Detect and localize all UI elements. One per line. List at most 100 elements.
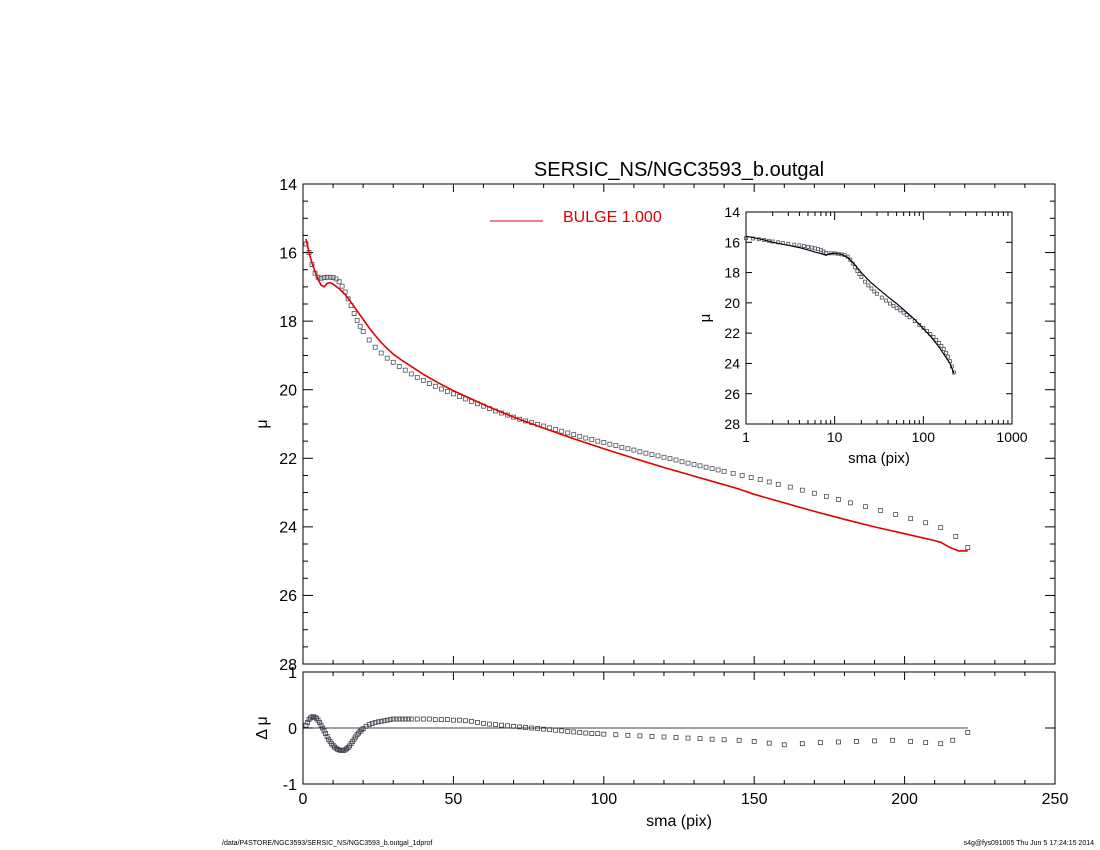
inset-data-point bbox=[806, 244, 810, 249]
main-data-point bbox=[878, 507, 883, 513]
residual-data-point bbox=[390, 716, 396, 722]
inset-data-point bbox=[901, 310, 906, 315]
main-data-point bbox=[601, 440, 607, 445]
inset-ytick-label: 24 bbox=[724, 355, 740, 371]
residual-data-point bbox=[559, 728, 565, 734]
residual-data-point bbox=[625, 732, 631, 738]
residual-data-point bbox=[399, 716, 405, 722]
main-data-point bbox=[607, 441, 613, 447]
residual-data-point bbox=[405, 716, 411, 722]
inset-data-point bbox=[934, 338, 939, 342]
main-data-point bbox=[345, 296, 351, 302]
residual-data-point bbox=[577, 730, 583, 735]
residual-data-point bbox=[393, 716, 399, 722]
main-data-point bbox=[378, 350, 384, 356]
main-data-point bbox=[583, 435, 589, 441]
main-ytick-label: 16 bbox=[279, 245, 297, 262]
residual-data-point bbox=[517, 724, 522, 730]
inset-data-point bbox=[894, 306, 899, 311]
main-data-point bbox=[787, 484, 793, 490]
main-data-point bbox=[360, 329, 366, 334]
inset-xtick-label: 100 bbox=[912, 429, 936, 445]
main-data-point bbox=[589, 437, 595, 442]
inset-ytick-label: 16 bbox=[724, 234, 740, 250]
residual-data-point bbox=[589, 731, 595, 736]
inset-xtick-label: 1 bbox=[742, 429, 750, 445]
main-data-point bbox=[408, 371, 414, 377]
residual-data-point bbox=[336, 747, 342, 753]
residual-data-point bbox=[697, 736, 703, 742]
main-data-point bbox=[333, 276, 339, 282]
residual-data-point bbox=[872, 738, 877, 744]
main-data-point bbox=[402, 367, 408, 373]
inset-data-point bbox=[859, 275, 864, 280]
residual-data-point bbox=[384, 717, 390, 723]
inset-data-point bbox=[857, 272, 862, 276]
residual-ytick-label: -1 bbox=[283, 777, 297, 794]
residual-data-point bbox=[408, 716, 414, 722]
inset-data-point bbox=[941, 347, 946, 351]
residual-data-point bbox=[308, 715, 313, 721]
residual-data-point bbox=[487, 721, 492, 727]
main-data-point bbox=[715, 467, 721, 473]
main-ytick-label: 28 bbox=[279, 657, 297, 674]
residual-data-point bbox=[426, 716, 432, 722]
main-data-point bbox=[661, 454, 667, 460]
main-data-point bbox=[637, 449, 643, 455]
residual-data-point bbox=[583, 730, 589, 736]
main-data-point bbox=[766, 479, 772, 485]
main-data-point bbox=[330, 275, 336, 281]
residual-ylabel: Δ μ bbox=[254, 716, 271, 739]
main-data-point bbox=[438, 386, 444, 392]
residual-data-point bbox=[836, 739, 841, 745]
main-profile-panel: 14 16 18 20 22 24 26 28 μ bbox=[254, 177, 1056, 674]
residual-data-point bbox=[420, 716, 426, 722]
residual-data-point bbox=[817, 740, 823, 745]
residual-data-point bbox=[595, 731, 601, 736]
residual-data-point bbox=[463, 718, 468, 724]
residual-ytick-label: 1 bbox=[288, 665, 297, 682]
main-data-point bbox=[730, 470, 736, 476]
inset-data-point bbox=[813, 246, 817, 251]
residual-data-point bbox=[661, 734, 667, 740]
inset-ytick-label: 18 bbox=[724, 265, 740, 281]
residual-data-point bbox=[303, 722, 309, 728]
inset-data-point bbox=[802, 244, 806, 248]
main-data-point bbox=[721, 468, 727, 474]
main-ytick-label: 20 bbox=[279, 382, 297, 399]
residual-data-point bbox=[387, 717, 393, 722]
residual-data-point bbox=[366, 722, 372, 728]
residual-data-point bbox=[541, 726, 547, 732]
residual-xtick-label: 200 bbox=[891, 791, 918, 808]
residual-data-point bbox=[323, 731, 328, 736]
main-data-point bbox=[667, 456, 673, 462]
main-data-point bbox=[339, 283, 345, 289]
main-data-point bbox=[457, 394, 462, 399]
inset-data-point bbox=[809, 245, 814, 250]
main-data-point bbox=[613, 443, 619, 449]
main-data-point bbox=[679, 459, 685, 465]
main-data-point bbox=[351, 311, 357, 317]
residual-xtick-label: 250 bbox=[1042, 791, 1069, 808]
residual-data-point bbox=[381, 718, 387, 724]
residual-data-point bbox=[335, 746, 340, 752]
residual-data-point bbox=[923, 740, 929, 745]
inset-data-point bbox=[797, 243, 802, 248]
main-data-point bbox=[893, 512, 898, 517]
main-data-point bbox=[390, 359, 396, 365]
residual-xtick-label: 100 bbox=[590, 791, 617, 808]
main-data-point bbox=[799, 487, 805, 493]
main-data-point bbox=[739, 473, 745, 478]
main-data-point bbox=[571, 432, 577, 438]
residual-data-point bbox=[965, 730, 971, 735]
main-data-point bbox=[703, 464, 709, 470]
inset-data-point bbox=[875, 291, 879, 296]
residual-data-point bbox=[359, 727, 365, 733]
inset-data-point bbox=[937, 341, 941, 345]
inset-series-line-1 bbox=[745, 235, 955, 374]
residual-data-point bbox=[535, 726, 541, 731]
main-data-point bbox=[649, 452, 655, 457]
residual-data-point bbox=[908, 739, 914, 744]
main-data-point bbox=[444, 389, 450, 394]
residual-data-point bbox=[324, 734, 330, 739]
